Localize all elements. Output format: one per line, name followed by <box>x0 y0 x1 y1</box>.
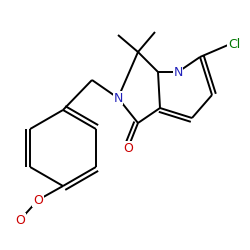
Text: O: O <box>15 214 25 226</box>
Text: Cl: Cl <box>228 38 240 52</box>
Text: O: O <box>33 194 43 206</box>
Text: O: O <box>123 142 133 154</box>
Text: N: N <box>113 92 123 104</box>
Text: N: N <box>173 66 183 78</box>
